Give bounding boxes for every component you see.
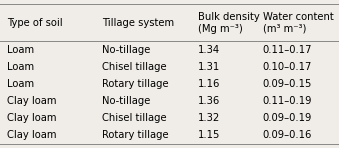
Text: 1.31: 1.31 [198, 62, 221, 72]
Text: 0.11–0.17: 0.11–0.17 [263, 45, 312, 55]
Text: Chisel tillage: Chisel tillage [102, 62, 166, 72]
Text: 1.36: 1.36 [198, 96, 221, 106]
Text: Bulk density
(Mg m⁻³): Bulk density (Mg m⁻³) [198, 12, 260, 34]
Text: 1.32: 1.32 [198, 113, 221, 123]
Text: Clay loam: Clay loam [7, 113, 56, 123]
Text: Chisel tillage: Chisel tillage [102, 113, 166, 123]
Text: 0.09–0.16: 0.09–0.16 [263, 130, 312, 140]
Text: Rotary tillage: Rotary tillage [102, 130, 168, 140]
Text: 1.34: 1.34 [198, 45, 220, 55]
Text: Loam: Loam [7, 45, 34, 55]
Text: 1.16: 1.16 [198, 79, 221, 89]
Text: Loam: Loam [7, 79, 34, 89]
Text: Tillage system: Tillage system [102, 18, 174, 28]
Text: 0.10–0.17: 0.10–0.17 [263, 62, 312, 72]
Text: 0.09–0.19: 0.09–0.19 [263, 113, 312, 123]
Text: No-tillage: No-tillage [102, 96, 150, 106]
Text: Rotary tillage: Rotary tillage [102, 79, 168, 89]
Text: Water content
(m³ m⁻³): Water content (m³ m⁻³) [263, 12, 334, 34]
Text: Clay loam: Clay loam [7, 96, 56, 106]
Text: 0.11–0.19: 0.11–0.19 [263, 96, 312, 106]
Text: Type of soil: Type of soil [7, 18, 62, 28]
Text: 1.15: 1.15 [198, 130, 221, 140]
Text: Loam: Loam [7, 62, 34, 72]
Text: No-tillage: No-tillage [102, 45, 150, 55]
Text: Clay loam: Clay loam [7, 130, 56, 140]
Text: 0.09–0.15: 0.09–0.15 [263, 79, 312, 89]
